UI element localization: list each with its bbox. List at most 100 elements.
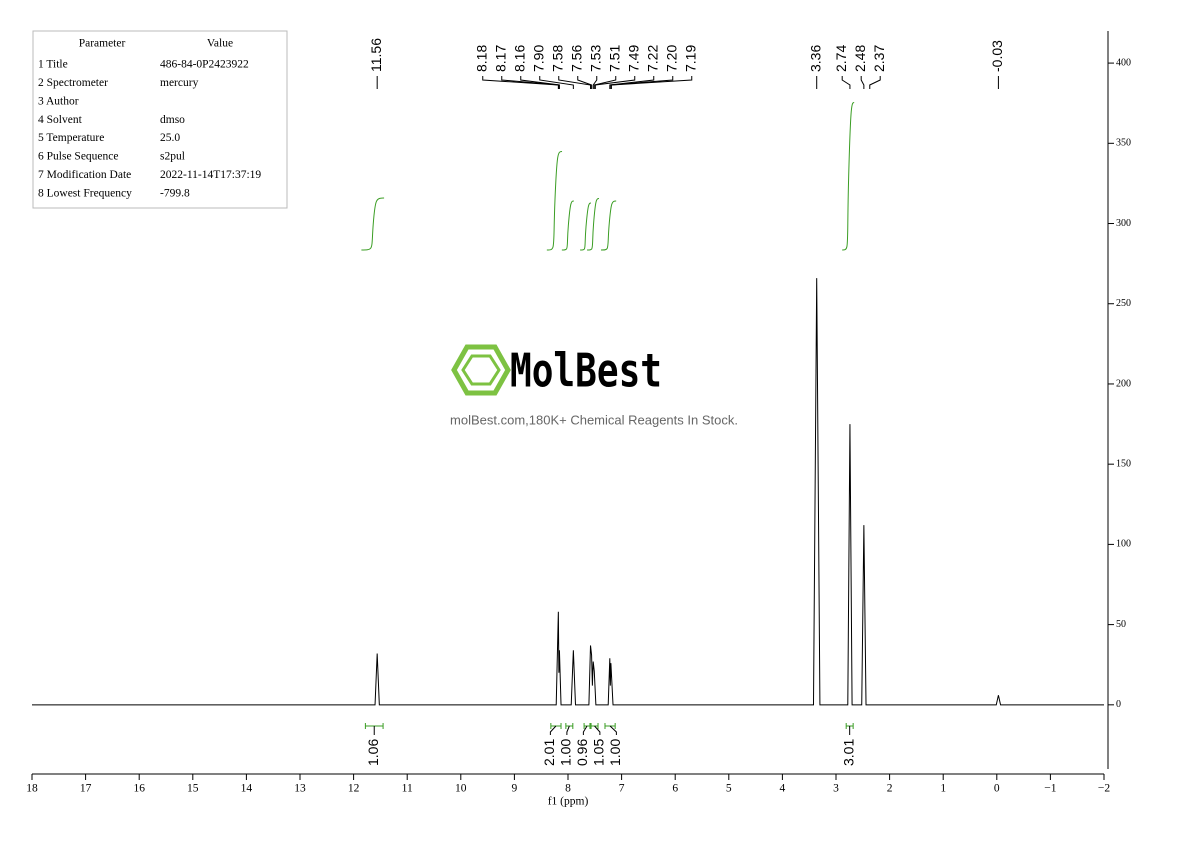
x-tick-label: 4 (780, 783, 786, 795)
integral-leader (582, 725, 588, 735)
x-tick-label: 13 (294, 783, 306, 795)
peak-label: 3.36 (807, 45, 823, 72)
x-tick-label: 0 (994, 783, 1000, 795)
table-cell: 4 Solvent (38, 114, 83, 126)
table-cell: 7 Modification Date (38, 169, 131, 181)
x-tick-label: −2 (1098, 783, 1110, 795)
peak-marker (593, 76, 617, 89)
integral-curve (587, 198, 600, 251)
peak-label: 7.56 (568, 45, 584, 72)
x-tick-label: 16 (133, 783, 145, 795)
peak-marker (501, 76, 560, 89)
x-tick-label: −1 (1044, 783, 1056, 795)
peak-label: 8.18 (473, 45, 489, 72)
x-tick-label: 9 (512, 783, 518, 795)
integral-curve (580, 202, 592, 251)
y-tick-label: 400 (1116, 57, 1131, 68)
table-cell: s2pul (160, 151, 185, 163)
peak-label: 7.49 (625, 45, 641, 72)
peak-marker (520, 76, 560, 89)
y-tick-label: 350 (1116, 138, 1131, 149)
peak-marker (577, 76, 593, 89)
y-tick-label: 0 (1116, 699, 1121, 710)
table-cell: dmso (160, 114, 185, 126)
y-tick-label: 200 (1116, 378, 1131, 389)
table-header: Parameter (79, 38, 126, 50)
peak-marker (610, 76, 674, 89)
parameter-table (32, 30, 288, 209)
integral-curve (361, 197, 385, 251)
x-tick-label: 10 (455, 783, 467, 795)
peak-label: 7.90 (530, 45, 546, 72)
table-cell: mercury (160, 77, 199, 89)
peak-label: -0.03 (989, 40, 1005, 72)
spectrum (32, 278, 1104, 706)
peak-label: 7.51 (606, 45, 622, 72)
table-cell: 2 Spectrometer (38, 77, 108, 89)
y-tick-label: 250 (1116, 298, 1131, 309)
x-tick-label: 14 (241, 783, 253, 795)
peak-label: 7.20 (663, 45, 679, 72)
table-cell: 5 Temperature (38, 132, 104, 144)
peak-label: 8.17 (492, 45, 508, 72)
x-tick-label: 1 (940, 783, 946, 795)
table-cell: 6 Pulse Sequence (38, 151, 118, 163)
x-tick-label: 12 (348, 783, 360, 795)
integral-label: 1.00 (607, 739, 623, 766)
integral-label: 2.01 (541, 739, 557, 766)
x-tick-label: 8 (565, 783, 571, 795)
peak-marker (609, 76, 655, 89)
peak-marker (610, 76, 693, 89)
peak-label: 2.48 (852, 45, 868, 72)
x-tick-label: 2 (887, 783, 893, 795)
brand: MolBest (510, 344, 662, 398)
x-tick-label: 3 (833, 783, 839, 795)
integral-leader (549, 725, 557, 735)
x-tick-label: 15 (187, 783, 199, 795)
table-cell: 8 Lowest Frequency (38, 187, 132, 199)
integral-curve (600, 200, 617, 251)
peak-label: 7.19 (682, 45, 698, 72)
y-tick-label: 300 (1116, 218, 1131, 229)
table-cell: -799.8 (160, 187, 190, 199)
table-cell: 3 Author (38, 95, 79, 107)
x-tick-label: 5 (726, 783, 732, 795)
y-tick-label: 100 (1116, 539, 1131, 550)
integral-leader (609, 725, 617, 735)
x-tick-label: 11 (402, 783, 413, 795)
table-cell: 486-84-0P2423922 (160, 59, 249, 71)
peak-marker (558, 76, 592, 89)
peak-marker (841, 76, 851, 89)
y-tick-label: 150 (1116, 458, 1131, 469)
table-header: Value (207, 38, 233, 50)
peak-label: 7.53 (587, 45, 603, 72)
integral-curve (842, 102, 855, 251)
peak-marker (592, 76, 598, 89)
table-cell: 25.0 (160, 132, 180, 144)
integral-label: 3.01 (840, 739, 856, 766)
x-tick-label: 7 (619, 783, 625, 795)
peak-label: 2.74 (833, 45, 849, 72)
peak-label: 2.37 (871, 45, 887, 72)
x-tick-label: 18 (26, 783, 38, 795)
table-cell: 1 Title (38, 59, 68, 71)
x-axis-label: f1 (ppm) (548, 796, 589, 808)
tagline: molBest.com,180K+ Chemical Reagents In S… (450, 412, 738, 427)
peak-marker (482, 76, 559, 89)
integral-label: 1.05 (591, 739, 607, 766)
peak-marker (860, 76, 865, 89)
peak-label: 7.58 (549, 45, 565, 72)
integral-curve (561, 200, 574, 251)
integral-label: 1.00 (558, 739, 574, 766)
x-tick-label: 17 (80, 783, 92, 795)
integral-label: 1.06 (365, 739, 381, 766)
peak-marker (539, 76, 574, 89)
table-cell: 2022-11-14T17:37:19 (160, 169, 261, 181)
peak-marker (869, 76, 881, 89)
integral-leader (566, 725, 570, 735)
peak-label: 11.56 (368, 38, 384, 72)
peak-label: 8.16 (511, 45, 527, 72)
peak-label: 7.22 (644, 45, 660, 72)
